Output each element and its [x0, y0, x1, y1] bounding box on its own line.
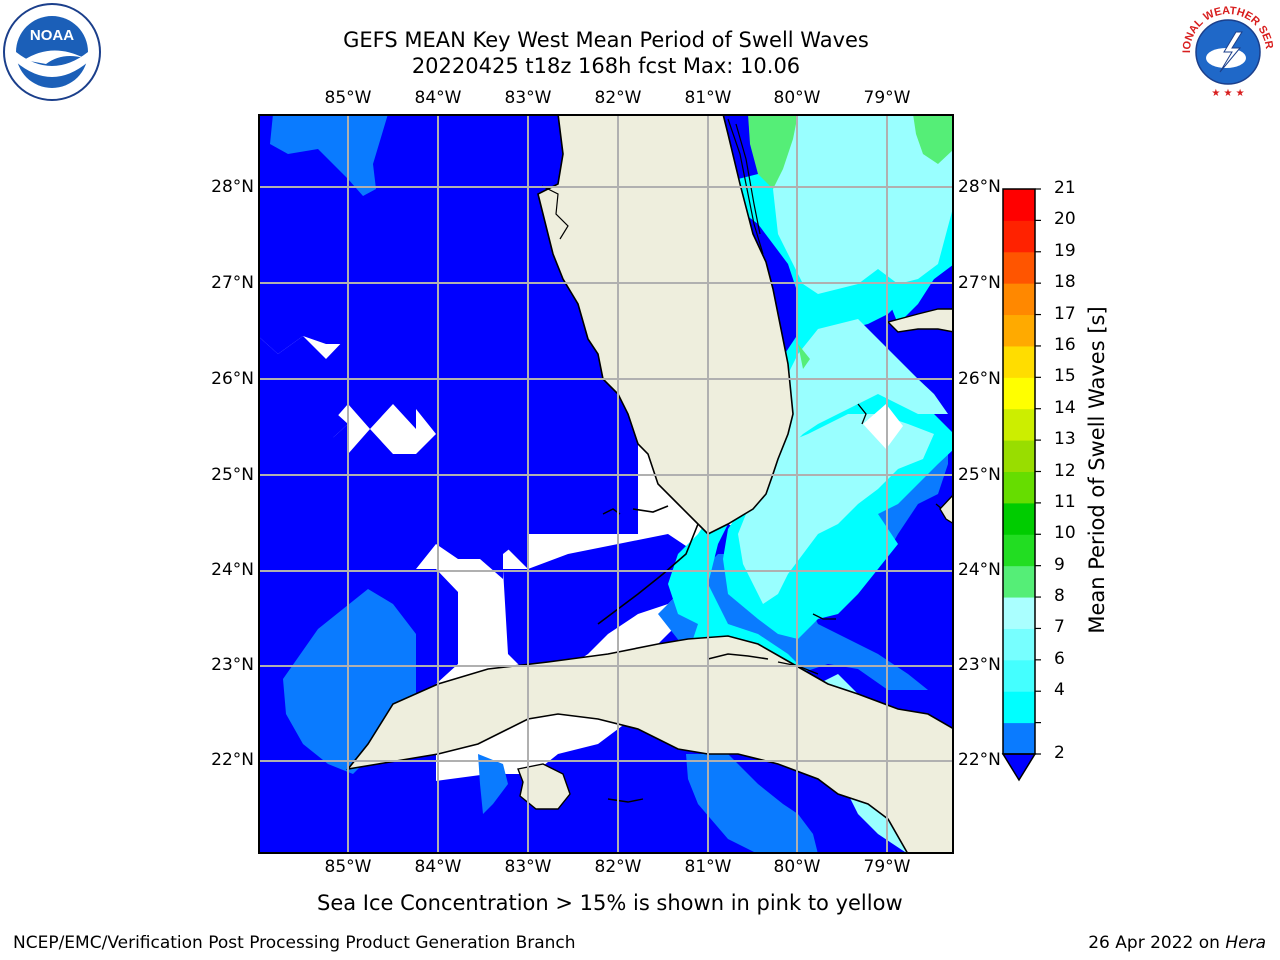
- footer-branch: NCEP/EMC/Verification Post Processing Pr…: [13, 933, 576, 953]
- graticule: [258, 114, 954, 854]
- lat-label-right: 25°N: [958, 465, 1001, 485]
- colorbar-tick-label: 7: [1054, 617, 1065, 638]
- colorbar-tick-label: 16: [1054, 334, 1076, 355]
- colorbar-tick-label: 6: [1054, 648, 1065, 669]
- colorbar-extend-min: [1001, 753, 1037, 782]
- colorbar-bin: [1003, 251, 1035, 284]
- colorbar-bin: [1003, 345, 1035, 378]
- colorbar-tick-label: 17: [1054, 303, 1076, 324]
- colorbar-tick-label: 18: [1054, 272, 1076, 293]
- colorbar-bin: [1003, 534, 1035, 567]
- bahamas-land: [886, 308, 954, 333]
- lon-label-bottom: 84°W: [414, 857, 462, 877]
- lat-label-right: 23°N: [958, 655, 1001, 675]
- colorbar-bin: [1003, 471, 1035, 504]
- colorbar-bin: [1003, 597, 1035, 629]
- colorbar-tick-label: 10: [1054, 523, 1076, 544]
- colorbar-tick-label: 8: [1054, 586, 1065, 607]
- colorbar-bin: [1003, 628, 1035, 661]
- colorbar-tick-label: 2: [1054, 743, 1065, 763]
- colorbar-tick-label: 4: [1054, 680, 1065, 701]
- nws-logo: NATIONAL WEATHER SERVICE ★ ★ ★: [1174, 0, 1278, 102]
- colorbar-bin: [1003, 659, 1035, 692]
- lat-label-right: 28°N: [958, 177, 1001, 197]
- colorbar: [1001, 188, 1041, 782]
- isle-of-youth: [517, 763, 571, 810]
- colorbar-tick-label: 13: [1054, 429, 1076, 450]
- swell-field-9-10: [748, 114, 954, 369]
- colorbar-bin: [1003, 408, 1035, 441]
- lon-label-bottom: 81°W: [684, 857, 732, 877]
- lon-label-bottom: 79°W: [863, 857, 911, 877]
- sea-ice-note: Sea Ice Concentration > 15% is shown in …: [317, 891, 903, 915]
- lat-label-right: 26°N: [958, 369, 1001, 389]
- colorbar-bin: [1003, 377, 1035, 410]
- florida-keys: [597, 523, 699, 625]
- lon-label-top: 82°W: [594, 88, 642, 108]
- colorbar-bin: [1003, 565, 1035, 598]
- lat-label-left: 22°N: [211, 750, 254, 770]
- lat-label-left: 28°N: [211, 177, 254, 197]
- colorbar-tick-label: 12: [1054, 460, 1076, 481]
- footer-date-text: 26 Apr 2022 on: [1088, 933, 1226, 953]
- colorbar-bin: [1003, 189, 1035, 221]
- lon-label-bottom: 83°W: [504, 857, 552, 877]
- lat-label-right: 24°N: [958, 560, 1001, 580]
- map-frame: [258, 114, 954, 854]
- colorbar-bin: [1003, 502, 1035, 535]
- lat-label-left: 26°N: [211, 369, 254, 389]
- map-subtitle: 20220425 t18z 168h fcst Max: 10.06: [411, 54, 801, 78]
- lat-label-left: 24°N: [211, 560, 254, 580]
- colorbar-tick-label: 21: [1054, 178, 1076, 198]
- colorbar-bin: [1003, 722, 1035, 755]
- svg-text:★ ★ ★: ★ ★ ★: [1211, 88, 1244, 99]
- lon-label-bottom: 85°W: [324, 857, 372, 877]
- lon-label-top: 84°W: [414, 88, 462, 108]
- lat-label-left: 27°N: [211, 273, 254, 293]
- lat-label-left: 23°N: [211, 655, 254, 675]
- colorbar-bin: [1003, 314, 1035, 347]
- swell-period-map: [258, 114, 954, 854]
- colorbar-tick-label: 20: [1054, 209, 1076, 230]
- footer-date: 26 Apr 2022 on Hera: [1088, 933, 1266, 953]
- colorbar-bin: [1003, 440, 1035, 472]
- colorbar-title-text: Mean Period of Swell Waves [s]: [1085, 306, 1109, 634]
- colorbar-tick-label: 19: [1054, 240, 1076, 261]
- colorbar-bin: [1003, 220, 1035, 253]
- map-title: GEFS MEAN Key West Mean Period of Swell …: [343, 28, 869, 52]
- colorbar-bin: [1003, 283, 1035, 316]
- colorbar-tick-label: 9: [1054, 554, 1065, 575]
- footer-machine: Hera: [1225, 933, 1266, 953]
- lon-label-bottom: 80°W: [773, 857, 821, 877]
- lon-label-top: 80°W: [773, 88, 821, 108]
- lon-label-bottom: 82°W: [594, 857, 642, 877]
- colorbar-tick-label: 14: [1054, 397, 1076, 418]
- noaa-logo-text: NOAA: [30, 27, 74, 44]
- colorbar-tick-label: 11: [1054, 491, 1076, 512]
- lat-label-left: 25°N: [211, 465, 254, 485]
- colorbar-bin: [1003, 691, 1035, 724]
- lat-label-right: 27°N: [958, 273, 1001, 293]
- colorbar-tick-label: 15: [1054, 366, 1076, 387]
- cuba-land: [346, 635, 954, 854]
- lat-label-right: 22°N: [958, 750, 1001, 770]
- lon-label-top: 81°W: [684, 88, 732, 108]
- lon-label-top: 83°W: [504, 88, 552, 108]
- lon-label-top: 79°W: [863, 88, 911, 108]
- swell-field-8-9: [738, 114, 954, 854]
- lon-label-top: 85°W: [324, 88, 372, 108]
- noaa-logo: NOAA: [2, 2, 102, 102]
